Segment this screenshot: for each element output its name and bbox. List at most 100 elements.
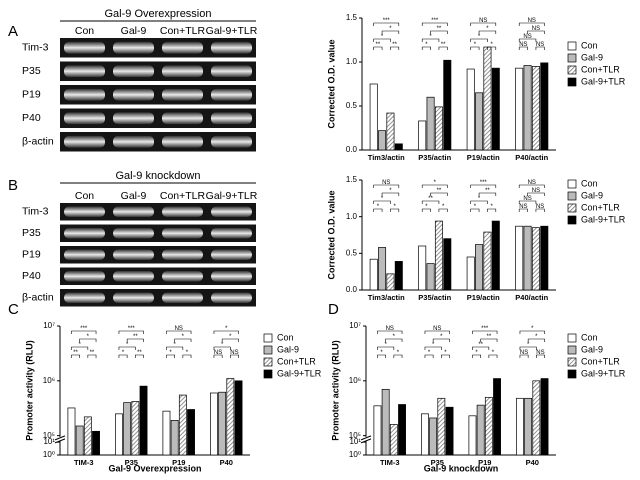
legend-label: Gal-9 (581, 190, 603, 200)
significance-label: * (122, 350, 125, 356)
bracket (518, 38, 537, 42)
significance-label: NS (230, 350, 238, 356)
significance-label: * (182, 334, 185, 340)
band (211, 228, 252, 239)
legend-swatch (567, 53, 577, 63)
bracket (166, 330, 192, 334)
y-tick-label: 10⁵ (349, 431, 361, 440)
bar (443, 59, 452, 151)
y-tick-label: 10⁰ (43, 450, 55, 459)
x-axis-title: Gal-9 knockdown (424, 463, 499, 473)
bracket (118, 354, 128, 358)
bracket (377, 346, 395, 350)
blot-strip (60, 132, 256, 152)
bar (483, 46, 492, 151)
significance-label: * (169, 350, 172, 356)
significance-label: * (381, 34, 384, 40)
x-tick-label: P40/actin (515, 293, 548, 302)
bracket (478, 30, 497, 34)
significance-label: ** (428, 196, 433, 202)
legend-swatch (263, 333, 273, 343)
blot-strip (60, 289, 256, 307)
legend-swatch (567, 345, 577, 355)
bracket (373, 46, 383, 50)
x-tick-label: P40 (526, 458, 539, 467)
significance-label: * (492, 350, 495, 356)
significance-label: *** (128, 326, 136, 332)
bar (83, 416, 92, 456)
bracket (518, 22, 545, 26)
band (113, 65, 154, 78)
band (162, 41, 203, 54)
bar (540, 225, 549, 291)
band (64, 292, 105, 303)
bracket (535, 46, 545, 50)
band (113, 206, 154, 217)
bar (484, 396, 493, 456)
significance-label: * (486, 26, 489, 32)
row-label: P19 (22, 89, 41, 101)
bracket (518, 200, 537, 204)
band (211, 271, 252, 282)
bar (515, 67, 524, 151)
bar (476, 404, 485, 456)
bar (524, 397, 533, 456)
significance-label: NS (382, 180, 390, 186)
bar (170, 420, 179, 456)
bar (226, 378, 235, 456)
row-label: β-actin (22, 292, 54, 304)
significance-label: *** (431, 18, 439, 24)
legend-label: Con (581, 40, 598, 50)
legend-label: Con (581, 178, 598, 188)
x-tick-label: P40/actin (515, 153, 548, 162)
bracket (470, 184, 497, 188)
legend-swatch (263, 345, 273, 355)
significance-label: NS (386, 326, 394, 332)
significance-label: NS (536, 350, 544, 356)
significance-label: * (229, 334, 232, 340)
band (211, 249, 252, 260)
row-label: P35 (22, 65, 41, 77)
bar (187, 409, 195, 456)
bracket (166, 346, 184, 350)
significance-label: ** (133, 334, 138, 340)
y-tick-label: 0.5 (346, 101, 358, 110)
bar (515, 225, 524, 291)
bracket (373, 184, 400, 188)
y-tick-label: 1.5 (346, 13, 358, 22)
significance-label: * (432, 342, 435, 348)
x-tick-label: TIM-3 (74, 458, 94, 467)
significance-label: NS (536, 42, 544, 48)
bar (394, 261, 403, 291)
bar (369, 258, 378, 291)
bracket (519, 354, 529, 358)
bracket (421, 184, 448, 188)
significance-label: ** (376, 42, 381, 48)
bracket (79, 338, 97, 342)
bar (516, 397, 524, 456)
axis-break (360, 438, 372, 444)
bar (468, 415, 477, 456)
bar (523, 65, 532, 151)
legend-label: Gal-9 (277, 344, 299, 354)
band (162, 206, 203, 217)
bracket (221, 338, 239, 342)
significance-label: * (475, 350, 478, 356)
y-tick-label: 10⁷ (349, 321, 361, 330)
lane-label: Con (75, 190, 94, 202)
bar (234, 380, 243, 456)
x-tick-label: TIM-3 (380, 458, 400, 467)
bar (139, 385, 148, 456)
legend-swatch (567, 333, 577, 343)
bracket (71, 346, 89, 350)
legend-swatch (567, 41, 577, 51)
bar (123, 402, 132, 456)
bracket (377, 330, 403, 334)
band (113, 41, 154, 54)
bracket (118, 346, 136, 350)
x-tick-label: P35 (431, 458, 444, 467)
lane-label: Con+TLR (160, 25, 206, 37)
significance-label: * (381, 196, 384, 202)
bar (394, 143, 403, 151)
